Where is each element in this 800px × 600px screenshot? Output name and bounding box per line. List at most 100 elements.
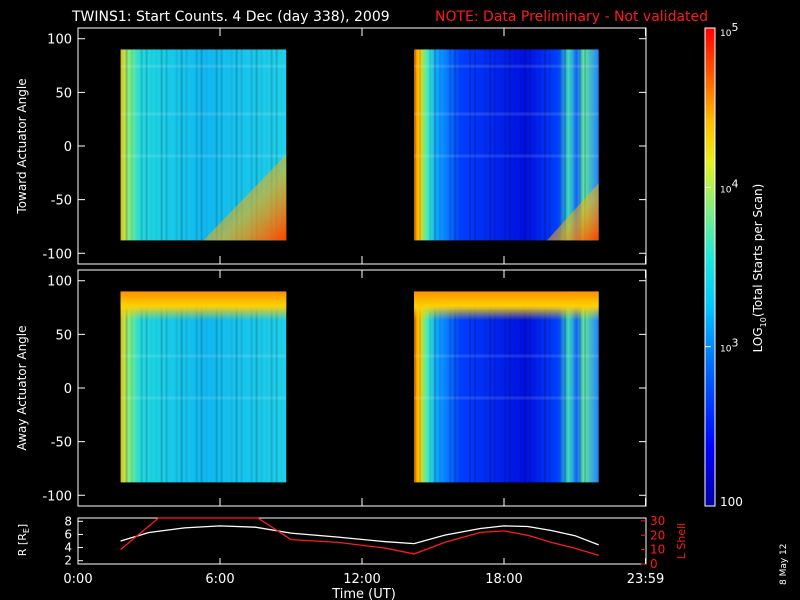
heatmap-stripe: [419, 49, 422, 241]
x-tick-label: 18:00: [485, 572, 522, 587]
heatmap-stripe: [524, 49, 527, 241]
heatmap-band: [120, 396, 287, 400]
axes: 100500-50-100100500-50-100864230201000:0…: [42, 28, 665, 587]
heatmap-stripe: [270, 49, 273, 241]
heatmap-stripe: [255, 291, 258, 483]
heatmap-stripe: [211, 49, 213, 240]
heatmap-stripe: [454, 291, 457, 483]
heatmap-stripe: [120, 49, 123, 241]
heatmap-band: [120, 112, 287, 116]
heatmap-stripe: [479, 49, 481, 240]
heatmap-stripe: [429, 49, 432, 241]
heatmap-stripe: [165, 49, 168, 241]
y-tick-label: 30: [650, 514, 665, 528]
heatmap-band: [120, 154, 287, 158]
heatmap-stripe: [140, 291, 143, 483]
heatmap-stripe: [200, 291, 203, 483]
heatmap-stripe: [464, 49, 466, 240]
heatmap-band: [414, 354, 599, 358]
heatmap-stripe: [185, 49, 188, 241]
colorbar-tick-label: 104: [720, 177, 738, 195]
x-tick-label: 23:59: [627, 572, 664, 587]
heatmap-stripe: [459, 49, 462, 241]
colorbar-tick-label: 105: [720, 21, 738, 39]
heatmap-stripe: [180, 291, 183, 483]
heatmap-stripe: [120, 291, 123, 483]
heatmap-stripe: [230, 49, 233, 241]
heatmap-stripe: [200, 49, 203, 241]
y-tick-label: -100: [42, 247, 72, 262]
heatmap-stripe: [145, 49, 148, 241]
figure-title: TWINS1: Start Counts. 4 Dec (day 338), 2…: [71, 9, 390, 25]
heatmap-stripe: [514, 291, 517, 483]
heatmap-stripe: [260, 291, 263, 483]
heatmap-block: [414, 291, 599, 483]
heatmap-stripe: [125, 291, 128, 483]
heatmap-stripe: [579, 291, 582, 483]
heatmap-stripe: [529, 49, 532, 241]
heatmap-stripe: [130, 291, 133, 483]
heatmap-hot-corner: [546, 183, 599, 241]
heatmap-stripe: [474, 49, 477, 241]
heatmap-stripe: [469, 291, 472, 483]
y-tick-label: 50: [55, 86, 72, 101]
heatmap-stripe: [469, 49, 472, 241]
heatmap-stripe: [195, 291, 198, 483]
heatmap-stripe: [414, 49, 417, 241]
heatmap-stripe: [230, 291, 233, 483]
heatmap-stripe: [584, 291, 587, 483]
heatmap-stripe: [175, 291, 178, 483]
y-tick-label: 0: [650, 557, 658, 571]
y-tick-label: 100: [47, 275, 72, 290]
y-tick-label: -50: [51, 194, 72, 209]
y-tick-label: 20: [650, 528, 665, 542]
heatmap-hot-band: [120, 291, 287, 321]
orbit-lines: [120, 517, 599, 557]
y-tick-label: -100: [42, 489, 72, 504]
colorbar-tick-label: 100: [720, 495, 743, 509]
heatmap-stripe: [235, 49, 238, 241]
y-tick-label: 4: [64, 541, 72, 555]
heatmap-stripe: [564, 49, 567, 241]
heatmap-stripe: [429, 291, 432, 483]
heatmap-stripe: [529, 291, 532, 483]
heatmap-stripe: [136, 49, 138, 240]
heatmap-stripe: [584, 49, 587, 241]
heatmap-stripe: [509, 291, 512, 483]
heatmap-stripe: [564, 291, 567, 483]
away-ylabel: Away Actuator Angle: [15, 325, 29, 450]
heatmap-stripe: [459, 291, 462, 483]
heatmap-stripe: [524, 291, 527, 483]
heatmap-band: [414, 112, 599, 116]
heatmap-stripe: [489, 49, 492, 241]
heatmap-stripe: [185, 291, 188, 483]
heatmap-hot-corner: [203, 154, 287, 241]
heatmap-stripe: [275, 49, 278, 241]
heatmap-stripe: [559, 49, 562, 241]
heatmap-stripe: [544, 291, 547, 483]
x-tick-label: 0:00: [63, 572, 92, 587]
heatmap-stripe: [250, 49, 253, 241]
heatmap-stripe: [180, 49, 183, 241]
y-tick-label: 0: [64, 382, 72, 397]
y-tick-label: -50: [51, 436, 72, 451]
heatmap-stripe: [205, 49, 208, 241]
heatmap-stripe: [130, 49, 133, 241]
heatmap-stripe: [504, 291, 507, 483]
heatmap-stripe: [160, 49, 163, 241]
toward-heatmap: [120, 49, 599, 241]
heatmap-stripe: [494, 49, 497, 241]
orbit-ylabel-right: L Shell: [675, 523, 688, 559]
heatmap-stripe: [419, 291, 422, 483]
heatmap-stripe: [255, 49, 258, 241]
svg-text:R [RE]: R [RE]: [16, 524, 31, 556]
svg-text:LOG10(Total Starts per Scan): LOG10(Total Starts per Scan): [751, 184, 768, 353]
heatmap-stripe: [145, 291, 148, 483]
colorbar: [704, 27, 716, 507]
heatmap-band: [120, 354, 287, 358]
heatmap-stripe: [569, 49, 572, 241]
heatmap-stripe: [549, 291, 552, 483]
heatmap-stripe: [275, 291, 278, 483]
heatmap-band: [414, 396, 599, 400]
